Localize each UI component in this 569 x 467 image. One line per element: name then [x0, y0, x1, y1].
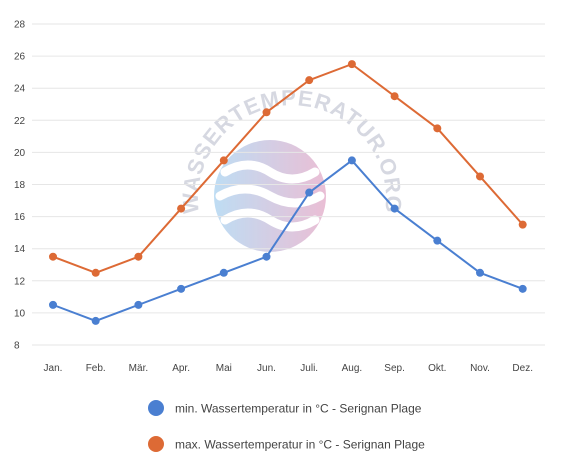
- data-point[interactable]: [433, 236, 442, 245]
- data-point[interactable]: [177, 204, 186, 213]
- data-point[interactable]: [305, 76, 314, 85]
- legend-label[interactable]: max. Wassertemperatur in °C - Serignan P…: [175, 438, 425, 452]
- x-tick-label: Aug.: [342, 363, 363, 374]
- data-point[interactable]: [177, 284, 186, 293]
- legend: min. Wassertemperatur in °C - Serignan P…: [148, 400, 425, 452]
- data-point[interactable]: [518, 220, 527, 229]
- series-line: [52, 63, 524, 274]
- y-axis: 8 10 12 14 16 18 20 22 24 26 28: [14, 20, 26, 352]
- y-tick-label: 10: [14, 308, 26, 319]
- data-point[interactable]: [305, 188, 314, 197]
- x-tick-label: Juli.: [300, 363, 318, 374]
- x-tick-label: Apr.: [172, 363, 190, 374]
- data-point[interactable]: [49, 300, 57, 309]
- legend-marker[interactable]: [148, 400, 164, 416]
- series-group: [49, 60, 527, 325]
- y-tick-label: 12: [14, 276, 26, 287]
- x-tick-label: Mai: [216, 363, 232, 374]
- watermark-logo: WASSERTEMPERATUR.ORG: [178, 85, 405, 252]
- data-point[interactable]: [390, 92, 399, 101]
- data-point[interactable]: [262, 108, 271, 117]
- legend-marker[interactable]: [148, 436, 164, 452]
- data-point[interactable]: [390, 204, 399, 213]
- data-point[interactable]: [91, 316, 100, 325]
- y-tick-label: 26: [14, 52, 26, 63]
- data-point[interactable]: [219, 268, 228, 277]
- watermark-waves-icon: [215, 160, 325, 232]
- data-point[interactable]: [347, 60, 356, 69]
- y-tick-label: 14: [14, 244, 26, 255]
- x-tick-label: Mär.: [129, 363, 148, 374]
- data-point[interactable]: [476, 268, 484, 277]
- y-tick-label: 28: [14, 20, 26, 31]
- x-axis: Jan. Feb. Mär. Apr. Mai Jun. Juli. Aug. Sep. Okt.…: [44, 363, 533, 374]
- y-tick-label: 8: [14, 341, 20, 352]
- data-point[interactable]: [219, 156, 228, 165]
- x-tick-label: Jan.: [44, 363, 63, 374]
- x-tick-label: Nov.: [470, 363, 490, 374]
- data-point[interactable]: [518, 284, 527, 293]
- y-tick-label: 20: [14, 148, 26, 159]
- data-point[interactable]: [91, 268, 100, 277]
- data-point[interactable]: [262, 252, 271, 261]
- data-point[interactable]: [476, 172, 484, 181]
- x-tick-label: Dez.: [512, 363, 533, 374]
- data-point[interactable]: [347, 156, 356, 165]
- y-tick-label: 22: [14, 116, 26, 127]
- data-point[interactable]: [433, 124, 442, 133]
- grid-lines: [32, 23, 545, 346]
- x-tick-label: Jun.: [257, 363, 276, 374]
- x-tick-label: Sep.: [384, 363, 405, 374]
- x-tick-label: Feb.: [86, 363, 106, 374]
- data-point[interactable]: [134, 252, 143, 261]
- y-tick-label: 24: [14, 84, 26, 95]
- series-line: [52, 159, 524, 322]
- data-point[interactable]: [49, 252, 57, 261]
- x-tick-label: Okt.: [428, 363, 446, 374]
- y-tick-label: 18: [14, 180, 26, 191]
- y-tick-label: 16: [14, 212, 26, 223]
- data-point[interactable]: [134, 300, 143, 309]
- legend-label[interactable]: min. Wassertemperatur in °C - Serignan P…: [175, 402, 422, 416]
